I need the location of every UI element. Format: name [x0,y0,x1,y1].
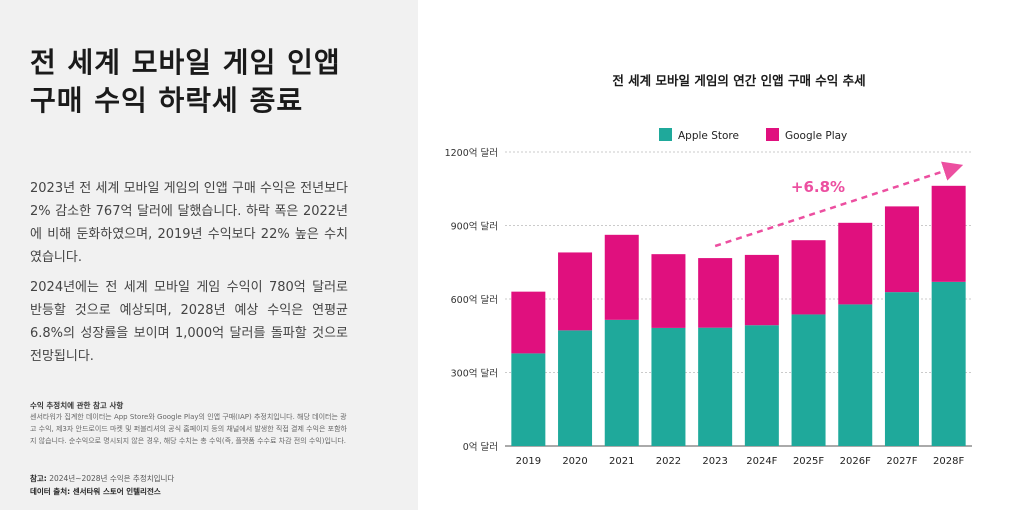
bar-google-play [698,258,733,328]
growth-label: +6.8% [791,178,845,196]
legend-swatch [659,128,672,141]
data-source: 데이터 출처: 센서타워 스토어 인텔리전스 [30,486,161,497]
bar-apple-store [791,314,826,446]
y-axis-labels: 0억 달러 300억 달러 600억 달러 900억 달러 1200억 달러 [445,147,498,453]
bar-apple-store [558,330,593,446]
bar-google-play [744,254,779,326]
x-tick-label: 2021 [609,456,634,467]
bar-google-play [511,291,546,354]
revenue-chart: 전 세계 모바일 게임의 연간 인앱 구매 수익 추세 Apple Store G… [445,73,972,467]
legend-swatch [766,128,779,141]
chart-title: 전 세계 모바일 게임의 연간 인앱 구매 수익 추세 [612,73,865,88]
x-tick-label: 2028F [933,456,964,467]
y-tick-label: 0억 달러 [463,441,498,453]
bar-apple-store [651,327,686,446]
estimate-note-text: 2024년~2028년 수익은 추정치입니다 [46,474,175,483]
bar-google-play [558,252,593,331]
estimate-note: 참고: 2024년~2028년 수익은 추정치입니다 [30,473,174,484]
growth-arrow [714,161,964,248]
legend-label: Google Play [785,130,847,142]
bar-google-play [604,234,639,320]
bar-google-play [884,206,919,293]
headline: 전 세계 모바일 게임 인앱 구매 수익 하락세 종료 [30,44,400,120]
chart-bars [511,185,966,446]
x-tick-label: 2026F [840,456,871,467]
x-tick-label: 2025F [793,456,824,467]
x-axis-labels: 2019 2020 2021 2022 2023 2024F 2025F 2026F 2027F… [516,456,965,467]
data-source-text: 센서타워 스토어 인텔리전스 [70,487,161,496]
note-title: 수익 추정치에 관한 참고 사항 [30,401,124,410]
x-tick-label: 2019 [516,456,541,467]
x-tick-label: 2023 [702,456,727,467]
bar-apple-store [511,353,546,446]
bar-google-play [931,185,966,282]
y-tick-label: 1200억 달러 [445,147,498,159]
data-source-label: 데이터 출처: [30,487,71,496]
bar-apple-store [744,325,779,446]
bar-apple-store [698,327,733,446]
bar-apple-store [838,304,873,446]
bar-google-play [651,254,686,328]
headline-line-2: 구매 수익 하락세 종료 [30,84,304,117]
text-panel [0,0,418,510]
y-tick-label: 600억 달러 [451,294,498,306]
y-tick-label: 900억 달러 [451,221,498,233]
x-tick-label: 2022 [656,456,681,467]
x-tick-label: 2020 [562,456,587,467]
headline-line-1: 전 세계 모바일 게임 인앱 [30,46,341,79]
y-tick-label: 300억 달러 [451,368,498,380]
x-tick-label: 2024F [746,456,777,467]
bar-apple-store [931,281,966,446]
growth-annotation: +6.8% [714,161,964,248]
summary-paragraph-1: 2023년 전 세계 모바일 게임의 인앱 구매 수익은 전년보다 2% 감소한… [30,181,348,265]
estimate-note-label: 참고: [30,474,47,483]
x-tick-label: 2027F [886,456,917,467]
bar-apple-store [604,319,639,446]
note-body: 센서타워가 집계한 데이터는 App Store와 Google Play의 인… [30,413,347,445]
summary-paragraph-2: 2024년에는 전 세계 모바일 게임 수익이 780억 달러로 반등할 것으로… [30,280,348,364]
bar-google-play [791,240,826,315]
chart-legend: Apple Store Google Play [659,128,847,142]
bar-google-play [838,222,873,305]
legend-label: Apple Store [678,130,739,142]
bar-apple-store [884,292,919,446]
